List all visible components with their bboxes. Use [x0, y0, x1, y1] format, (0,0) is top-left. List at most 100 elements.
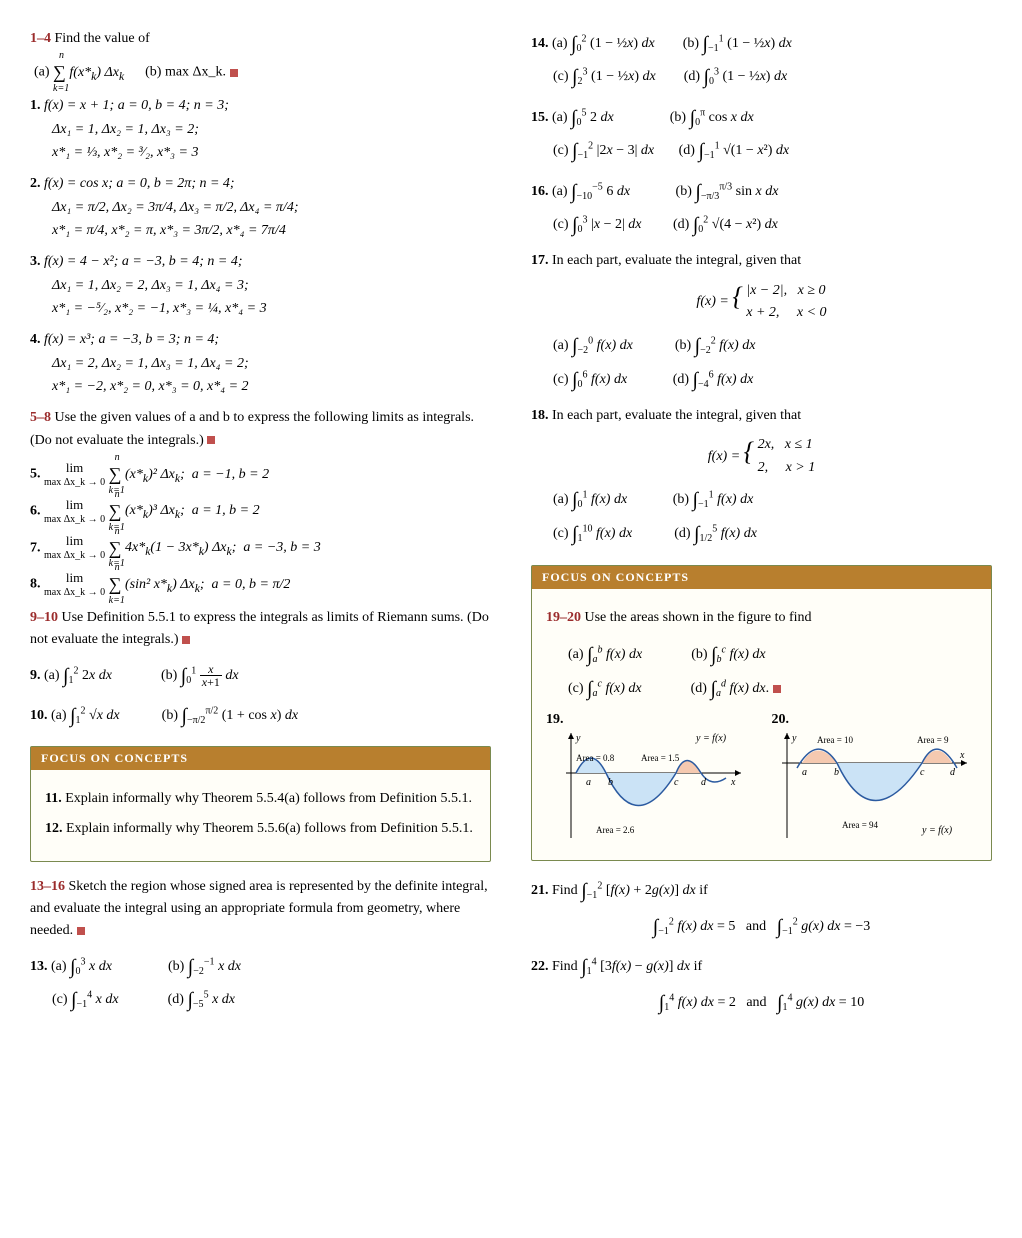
problem-16d: (d) ∫02 √(4 − x²) dx [673, 217, 778, 232]
problem-14a: (a) ∫02 (1 − ½x) dx [552, 36, 655, 51]
problem-4-line1: f(x) = x³; a = −3, b = 3; n = 4; [44, 332, 219, 347]
problem-16c: (c) ∫03 |x − 2| dx [553, 217, 641, 232]
focus-box-2: FOCUS ON CONCEPTS 19–20 Use the areas sh… [531, 565, 992, 860]
problem-9b: (b) ∫01 xx+1 dx [161, 668, 239, 683]
problem-12: 12. Explain informally why Theorem 5.5.6… [45, 818, 476, 840]
svg-text:d: d [950, 767, 956, 778]
problem-18c: (c) ∫110 f(x) dx [553, 526, 632, 541]
problem-11-text: Explain informally why Theorem 5.5.4(a) … [65, 791, 472, 806]
problem-18-text: In each part, evaluate the integral, giv… [552, 408, 801, 423]
problem-15c: (c) ∫−12 |2x − 3| dx [553, 143, 654, 158]
problem-17d: (d) ∫−46 f(x) dx [673, 372, 754, 387]
problem-17: 17. In each part, evaluate the integral,… [531, 250, 992, 397]
problem-1-line1: f(x) = x + 1; a = 0, b = 4; n = 3; [44, 98, 229, 113]
problem-9: 9. (a) ∫12 2x dx (b) ∫01 xx+1 dx [30, 660, 491, 692]
problem-num: 18. [531, 408, 549, 423]
focus-part-b: (b) ∫bc f(x) dx [691, 647, 765, 662]
focus-header: FOCUS ON CONCEPTS [31, 747, 490, 770]
problem-3-line1: f(x) = 4 − x²; a = −3, b = 4; n = 4; [44, 254, 243, 269]
section-1-4-parts: (a) n ∑ k=1 f(x*k) Δxk (b) max Δx_k. [34, 58, 491, 87]
left-column: 1–4 Find the value of (a) n ∑ k=1 f(x*k)… [30, 20, 491, 1027]
section-13-16-text: Sketch the region whose signed area is r… [30, 879, 488, 939]
problem-num: 10. [30, 708, 48, 723]
problem-15b: (b) ∫0π cos x dx [670, 110, 754, 125]
problem-num: 16. [531, 184, 549, 199]
problem-22: 22. Find ∫14 [3f(x) − g(x)] dx if ∫14 f(… [531, 951, 992, 1019]
problem-num: 7. [30, 540, 41, 555]
problem-num: 3. [30, 254, 41, 269]
problem-17-text: In each part, evaluate the integral, giv… [552, 253, 801, 268]
red-square-icon [182, 636, 190, 644]
figure-20: 20. y Area = 10 Area = 9 Area = 94 [772, 712, 978, 848]
focus-part-d: (d) ∫ad f(x) dx. [691, 681, 769, 696]
svg-text:x: x [959, 750, 965, 761]
problem-1-line3: x*₁ = ⅓, x*₂ = ³⁄₂, x*₃ = 3 [52, 141, 491, 165]
svg-text:y: y [575, 733, 581, 744]
focus-part-a: (a) ∫ab f(x) dx [568, 647, 642, 662]
problem-10a: (a) ∫12 √x dx [51, 708, 120, 723]
section-9-10-text: Use Definition 5.5.1 to express the inte… [30, 610, 489, 647]
problem-14b: (b) ∫−11 (1 − ½x) dx [683, 36, 792, 51]
figure-19-num: 19. [546, 712, 752, 728]
problem-2-line2: Δx₁ = π/2, Δx₂ = 3π/4, Δx₃ = π/2, Δx₄ = … [52, 196, 491, 220]
problem-5: 5. limmax Δx_k → 0 n ∑ k=1 (x*k)² Δxk; a… [30, 460, 491, 489]
section-9-10-title: 9–10 [30, 610, 58, 625]
svg-text:y: y [791, 733, 797, 744]
problem-18a: (a) ∫01 f(x) dx [553, 492, 627, 507]
focus-part-c: (c) ∫ac f(x) dx [568, 681, 642, 696]
figure-20-svg: y Area = 10 Area = 9 Area = 94 y = f(x) … [772, 728, 972, 848]
problem-6: 6. limmax Δx_k → 0 n ∑ k=1 (x*k)³ Δxk; a… [30, 497, 491, 526]
problem-17a: (a) ∫−20 f(x) dx [553, 338, 633, 353]
problem-3: 3. f(x) = 4 − x²; a = −3, b = 4; n = 4; … [30, 251, 491, 321]
figure-19: 19. y y = f(x) Area = 0.8 Area = 1.5 [546, 712, 752, 848]
section-19-20-title: 19–20 [546, 610, 581, 625]
problem-14: 14. (a) ∫02 (1 − ½x) dx (b) ∫−11 (1 − ½x… [531, 28, 992, 94]
problem-num: 13. [30, 959, 48, 974]
red-square-icon [77, 927, 85, 935]
problem-14d: (d) ∫03 (1 − ½x) dx [684, 69, 787, 84]
problem-17c: (c) ∫06 f(x) dx [553, 372, 627, 387]
problem-num: 11. [45, 791, 62, 806]
problem-num: 4. [30, 332, 41, 347]
problem-16: 16. (a) ∫−10−5 6 dx (b) ∫−π/3π/3 sin x d… [531, 176, 992, 242]
svg-text:b: b [834, 767, 839, 778]
problem-13: 13. (a) ∫03 x dx (b) ∫−2−1 x dx (c) ∫−14… [30, 951, 491, 1017]
svg-text:Area = 10: Area = 10 [817, 735, 854, 745]
svg-text:Area = 94: Area = 94 [842, 820, 879, 830]
problem-num: 14. [531, 36, 549, 51]
section-5-8: 5–8 Use the given values of a and b to e… [30, 407, 491, 452]
problem-1-line2: Δx₁ = 1, Δx₂ = 1, Δx₃ = 2; [52, 118, 491, 142]
svg-text:c: c [920, 767, 925, 778]
problem-num: 2. [30, 176, 41, 191]
problem-18: 18. In each part, evaluate the integral,… [531, 405, 992, 552]
section-13-16: 13–16 Sketch the region whose signed are… [30, 876, 491, 943]
problem-12-text: Explain informally why Theorem 5.5.6(a) … [66, 821, 473, 836]
right-column: 14. (a) ∫02 (1 − ½x) dx (b) ∫−11 (1 − ½x… [531, 20, 992, 1027]
part-a-label: (a) [34, 65, 50, 80]
problem-1: 1. f(x) = x + 1; a = 0, b = 4; n = 3; Δx… [30, 95, 491, 165]
problem-2-line3: x*₁ = π/4, x*₂ = π, x*₃ = 3π/2, x*₄ = 7π… [52, 219, 491, 243]
problem-num: 1. [30, 98, 41, 113]
problem-num: 6. [30, 503, 41, 518]
svg-text:b: b [608, 777, 613, 788]
svg-text:Area = 2.6: Area = 2.6 [596, 825, 635, 835]
section-19-20: 19–20 Use the areas shown in the figure … [546, 607, 977, 629]
focus-box-1: FOCUS ON CONCEPTS 11. Explain informally… [30, 746, 491, 862]
problem-num: 17. [531, 253, 549, 268]
problem-3-line2: Δx₁ = 1, Δx₂ = 2, Δx₃ = 1, Δx₄ = 3; [52, 274, 491, 298]
problem-15d: (d) ∫−11 √(1 − x²) dx [679, 143, 790, 158]
problem-14c: (c) ∫23 (1 − ½x) dx [553, 69, 656, 84]
svg-text:y = f(x): y = f(x) [695, 733, 727, 744]
red-square-icon [207, 436, 215, 444]
section-19-20-text: Use the areas shown in the figure to fin… [585, 610, 812, 625]
problem-9a: (a) ∫12 2x dx [44, 668, 112, 683]
section-5-8-text: Use the given values of a and b to expre… [30, 410, 474, 447]
red-square-icon [230, 69, 238, 77]
svg-text:a: a [586, 777, 591, 788]
part-b-label: (b) max Δx_k. [145, 65, 226, 80]
problem-4-line3: x*₁ = −2, x*₂ = 0, x*₃ = 0, x*₄ = 2 [52, 375, 491, 399]
problem-13c: (c) ∫−14 x dx [52, 992, 119, 1007]
problem-10: 10. (a) ∫12 √x dx (b) ∫−π/2π/2 (1 + cos … [30, 700, 491, 732]
problem-7: 7. limmax Δx_k → 0 n ∑ k=1 4x*k(1 − 3x*k… [30, 534, 491, 563]
problem-8: 8. limmax Δx_k → 0 n ∑ k=1 (sin² x*k) Δx… [30, 570, 491, 599]
